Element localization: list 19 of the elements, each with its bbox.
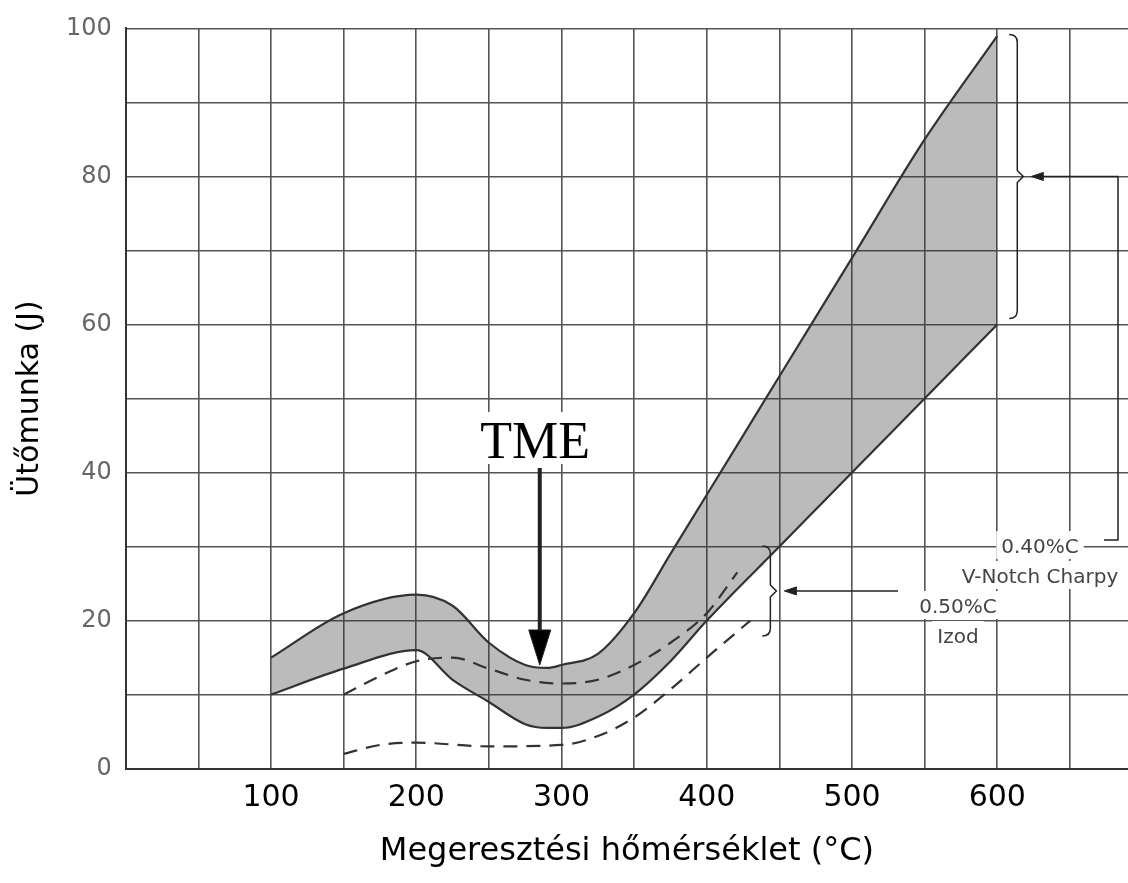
y-tick-label: 80 xyxy=(81,160,112,189)
line-series xyxy=(342,571,739,696)
y-axis-title: Ütőmunka (J) xyxy=(9,300,45,497)
x-tick-label: 500 xyxy=(823,778,881,814)
annotation: 0.40%C V-Notch Charpy xyxy=(961,534,1119,588)
x-tick-label: 300 xyxy=(532,778,591,814)
y-tick-label: 60 xyxy=(81,308,112,337)
y-tick-label: 40 xyxy=(81,456,112,485)
x-tick-label: 100 xyxy=(242,778,300,814)
x-tick-label: 200 xyxy=(387,778,445,814)
x-tick-label: 600 xyxy=(968,778,1026,814)
annotation: 0.50%C Izod xyxy=(919,594,997,648)
line-series xyxy=(342,619,752,755)
x-axis-title: Megeresztési hőmérséklet (°C) xyxy=(379,830,875,869)
annotation: TME xyxy=(480,412,590,469)
y-tick-label: 100 xyxy=(66,12,112,41)
y-tick-label: 0 xyxy=(96,752,112,781)
y-tick-label: 20 xyxy=(81,604,112,633)
x-tick-label: 400 xyxy=(678,778,736,814)
